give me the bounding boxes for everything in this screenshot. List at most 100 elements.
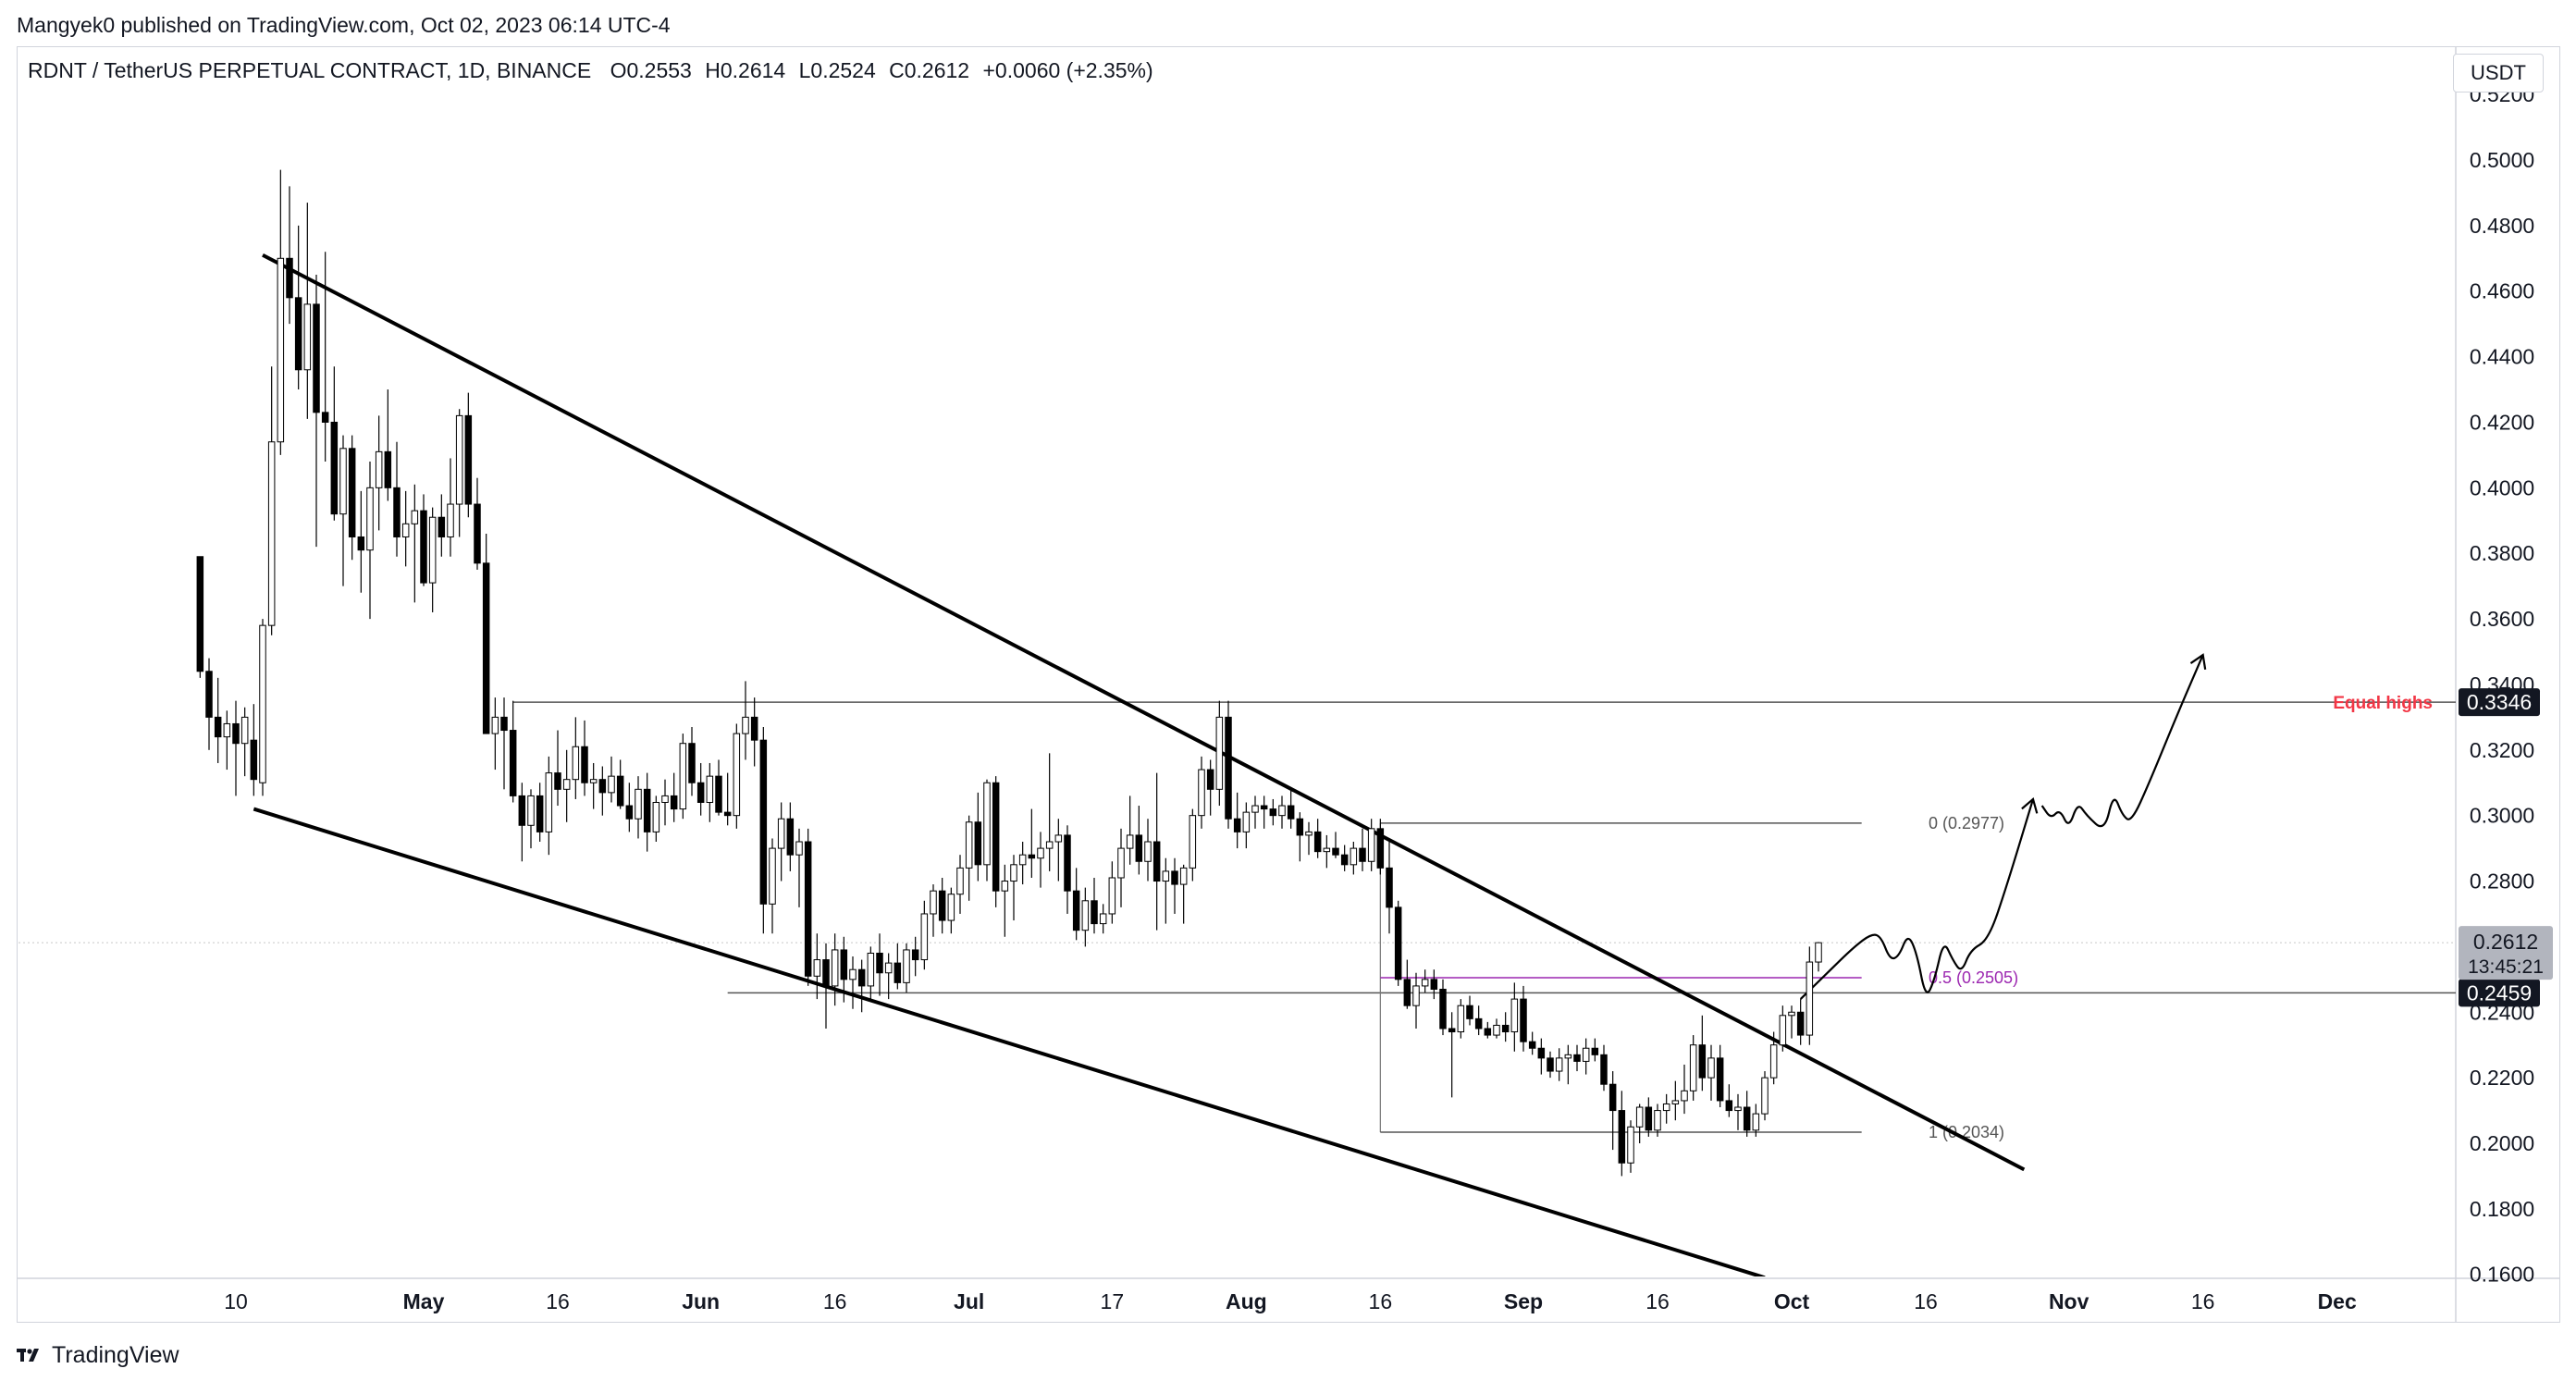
time-axis-tick-label: May [403, 1289, 445, 1313]
price-axis-tick-label: 0.5000 [2470, 148, 2534, 172]
candle-body [616, 775, 624, 807]
candle-body [1287, 805, 1295, 820]
candle-body [1126, 834, 1134, 849]
time-axis-tick-label: Oct [1774, 1289, 1810, 1313]
candle-body [1510, 998, 1519, 1033]
candle-body [1037, 847, 1044, 859]
candle-body [339, 448, 347, 515]
candle-body [723, 811, 732, 817]
candle-body [867, 952, 875, 987]
candle-body [696, 782, 705, 803]
candle-body [1340, 854, 1349, 866]
open-value: O0.2553 [610, 58, 692, 82]
candle-body [1537, 1047, 1546, 1059]
candle-body [608, 775, 615, 794]
tradingview-branding[interactable]: TradingView [17, 1341, 179, 1370]
currency-button[interactable]: USDT [2453, 54, 2544, 92]
candle-body [438, 516, 446, 537]
projection-path-arrowhead [2021, 796, 2039, 814]
candle-body [777, 818, 785, 849]
candle-body [1359, 847, 1366, 862]
candle-body [562, 779, 571, 790]
price-axis-tick-label: 0.4600 [2470, 279, 2534, 303]
candle-body [1582, 1047, 1590, 1062]
candle-body [1179, 867, 1188, 885]
price-axis-tick-label: 0.4400 [2470, 345, 2534, 369]
candle-body [294, 297, 302, 371]
candle-body [1474, 1017, 1483, 1030]
candle-body [1242, 811, 1251, 832]
candle-body [1806, 961, 1814, 1036]
equal-highs-label: Equal highs [2333, 694, 2433, 713]
candle-body [411, 510, 419, 524]
candle-body [750, 716, 758, 741]
candle-body [1332, 847, 1339, 856]
candle-body [831, 949, 839, 987]
publisher-line: Mangyek0 published on TradingView.com, O… [17, 13, 671, 37]
candle-body [384, 450, 392, 488]
candle-body [965, 821, 973, 869]
candle-body [1466, 1005, 1473, 1019]
candle-body [1779, 1015, 1787, 1046]
candle-body [1689, 1044, 1697, 1091]
candle-body [661, 795, 669, 803]
time-axis-tick-label: 16 [1914, 1289, 1938, 1313]
candle-body [357, 536, 365, 551]
candle-body [1421, 979, 1429, 987]
candle-body [401, 523, 410, 537]
candle-body [1251, 805, 1259, 813]
candle-body [321, 412, 329, 423]
candle-body [974, 821, 982, 866]
candle-body [911, 949, 919, 961]
candle-body [1171, 870, 1178, 885]
candle-body [1430, 979, 1438, 990]
candle-body [1376, 828, 1385, 869]
candle-body [1064, 834, 1071, 892]
plot-area[interactable]: Equal highs 0 (0.2977) 0.5 (0.2505) 1 (0.20… [18, 169, 2456, 1278]
candle-body [554, 772, 561, 790]
candle-body [670, 795, 678, 810]
candle-body [1645, 1106, 1653, 1131]
candle-body [1769, 1044, 1778, 1079]
candle-body [500, 716, 508, 732]
price-axis-tick-label: 0.1600 [2470, 1263, 2534, 1287]
wedge-lower-line [253, 807, 1766, 1276]
candle-body [572, 746, 580, 781]
time-axis-tick-label: Jul [954, 1289, 984, 1313]
candle-body [1618, 1110, 1626, 1164]
candle-body [894, 962, 902, 983]
projection-path-2 [2040, 654, 2204, 828]
candle-body [1099, 913, 1107, 925]
candle-body [947, 894, 955, 921]
candle-body [196, 556, 204, 672]
current-price-label-bg [2459, 926, 2553, 980]
candle-body [447, 503, 454, 537]
candle-body [1117, 847, 1125, 879]
candle-body [652, 801, 660, 832]
candle-body [1386, 867, 1393, 908]
candle-body [857, 968, 866, 987]
candle-body [822, 959, 830, 987]
candle-body [1305, 831, 1313, 836]
candle-body [455, 414, 463, 505]
symbol-info-bar: RDNT / TetherUS PERPETUAL CONTRACT, 1D, … [28, 58, 1161, 83]
candle-body [849, 968, 857, 980]
price-label-0.3346: 0.3346 [2467, 690, 2532, 714]
candle-body [1815, 942, 1822, 963]
candle-body [884, 962, 893, 974]
candle-body [250, 739, 258, 781]
time-axis-tick-label: 16 [1645, 1289, 1670, 1313]
candle-body [625, 805, 634, 820]
candle-body [1707, 1057, 1715, 1079]
tradingview-logo-icon [17, 1341, 44, 1370]
candle-body [1743, 1106, 1751, 1131]
symbol-name[interactable]: RDNT / TetherUS PERPETUAL CONTRACT, 1D, … [28, 58, 592, 82]
candle-body [303, 303, 312, 371]
price-axis-tick-label: 0.4800 [2470, 214, 2534, 238]
candle-body [1761, 1077, 1769, 1115]
candle-body [1662, 1103, 1670, 1112]
candle-body [1206, 769, 1214, 790]
candle-body [1350, 847, 1358, 866]
candle-body [491, 716, 499, 734]
